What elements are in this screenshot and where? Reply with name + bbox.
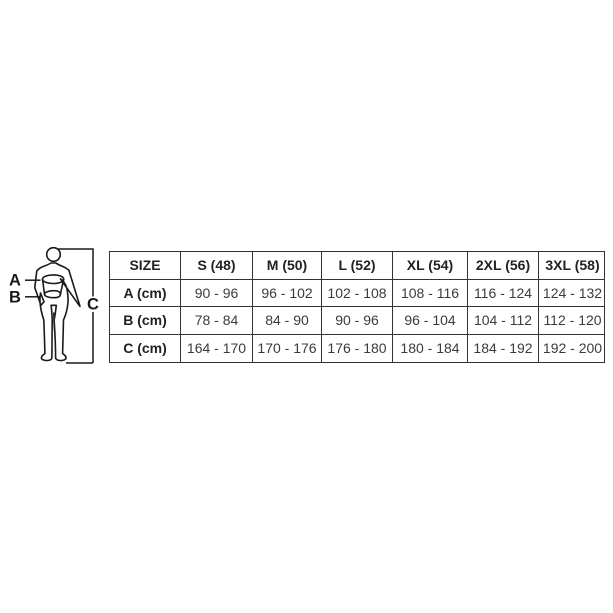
svg-text:A: A: [9, 272, 21, 290]
svg-text:C: C: [87, 296, 99, 314]
svg-text:B: B: [9, 289, 21, 307]
